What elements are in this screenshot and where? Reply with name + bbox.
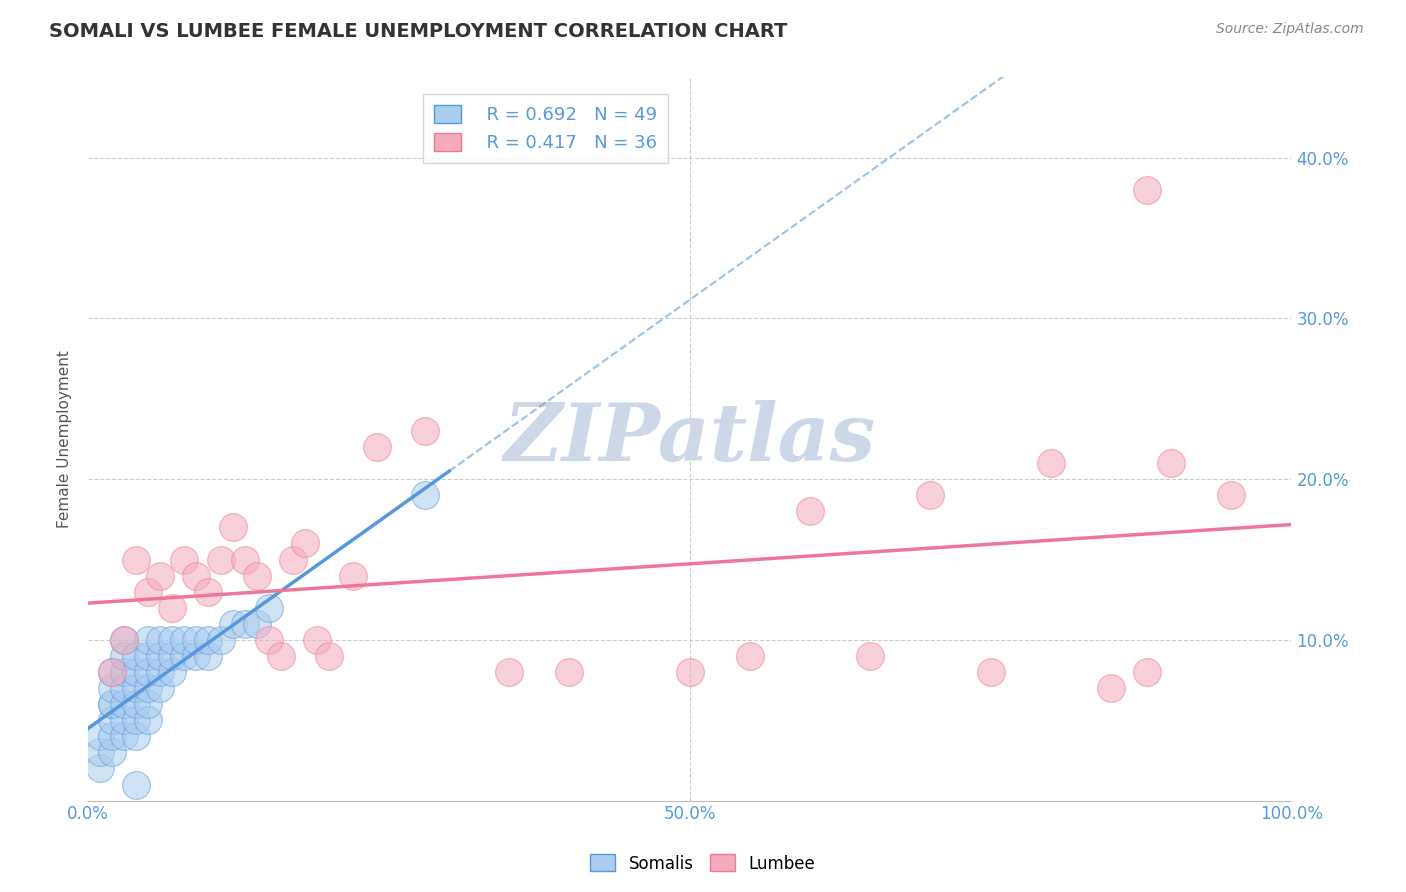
Point: [738, 648, 761, 663]
Point: [257, 632, 280, 647]
Legend:   R = 0.692   N = 49,   R = 0.417   N = 36: R = 0.692 N = 49, R = 0.417 N = 36: [423, 94, 668, 163]
Point: [1099, 681, 1122, 695]
Point: [112, 665, 135, 679]
Point: [1039, 456, 1062, 470]
Point: [162, 648, 184, 663]
Point: [859, 648, 882, 663]
Point: [136, 584, 159, 599]
Point: [101, 697, 124, 711]
Point: [149, 648, 172, 663]
Point: [125, 552, 148, 566]
Point: [366, 440, 388, 454]
Point: [209, 632, 232, 647]
Y-axis label: Female Unemployment: Female Unemployment: [58, 350, 72, 528]
Point: [246, 616, 269, 631]
Point: [1136, 665, 1159, 679]
Text: ZIPatlas: ZIPatlas: [503, 401, 876, 478]
Point: [149, 632, 172, 647]
Point: [162, 600, 184, 615]
Point: [257, 600, 280, 615]
Point: [136, 648, 159, 663]
Point: [173, 552, 195, 566]
Point: [101, 729, 124, 743]
Point: [112, 648, 135, 663]
Point: [101, 665, 124, 679]
Point: [173, 632, 195, 647]
Point: [1220, 488, 1243, 502]
Point: [920, 488, 942, 502]
Point: [413, 488, 436, 502]
Point: [197, 632, 219, 647]
Point: [281, 552, 304, 566]
Point: [186, 632, 208, 647]
Point: [112, 632, 135, 647]
Point: [89, 746, 111, 760]
Point: [136, 713, 159, 727]
Point: [125, 697, 148, 711]
Point: [125, 665, 148, 679]
Point: [558, 665, 581, 679]
Point: [136, 665, 159, 679]
Point: [270, 648, 292, 663]
Point: [149, 665, 172, 679]
Point: [186, 648, 208, 663]
Point: [136, 697, 159, 711]
Point: [101, 681, 124, 695]
Point: [197, 584, 219, 599]
Point: [173, 648, 195, 663]
Point: [136, 681, 159, 695]
Point: [162, 665, 184, 679]
Point: [149, 681, 172, 695]
Point: [89, 729, 111, 743]
Point: [318, 648, 340, 663]
Point: [149, 568, 172, 582]
Point: [89, 762, 111, 776]
Point: [101, 713, 124, 727]
Point: [136, 632, 159, 647]
Point: [305, 632, 328, 647]
Point: [186, 568, 208, 582]
Point: [125, 713, 148, 727]
Text: Source: ZipAtlas.com: Source: ZipAtlas.com: [1216, 22, 1364, 37]
Point: [101, 697, 124, 711]
Point: [233, 552, 256, 566]
Point: [125, 681, 148, 695]
Point: [1136, 183, 1159, 197]
Legend: Somalis, Lumbee: Somalis, Lumbee: [583, 847, 823, 880]
Point: [209, 552, 232, 566]
Point: [197, 648, 219, 663]
Point: [221, 520, 243, 534]
Point: [112, 681, 135, 695]
Point: [221, 616, 243, 631]
Point: [498, 665, 520, 679]
Point: [101, 665, 124, 679]
Point: [799, 504, 821, 518]
Point: [233, 616, 256, 631]
Point: [112, 697, 135, 711]
Point: [112, 713, 135, 727]
Point: [294, 536, 316, 550]
Point: [980, 665, 1002, 679]
Text: SOMALI VS LUMBEE FEMALE UNEMPLOYMENT CORRELATION CHART: SOMALI VS LUMBEE FEMALE UNEMPLOYMENT COR…: [49, 22, 787, 41]
Point: [413, 424, 436, 438]
Point: [125, 648, 148, 663]
Point: [112, 729, 135, 743]
Point: [342, 568, 364, 582]
Point: [162, 632, 184, 647]
Point: [679, 665, 702, 679]
Point: [125, 778, 148, 792]
Point: [125, 729, 148, 743]
Point: [101, 746, 124, 760]
Point: [1160, 456, 1182, 470]
Point: [246, 568, 269, 582]
Point: [112, 632, 135, 647]
